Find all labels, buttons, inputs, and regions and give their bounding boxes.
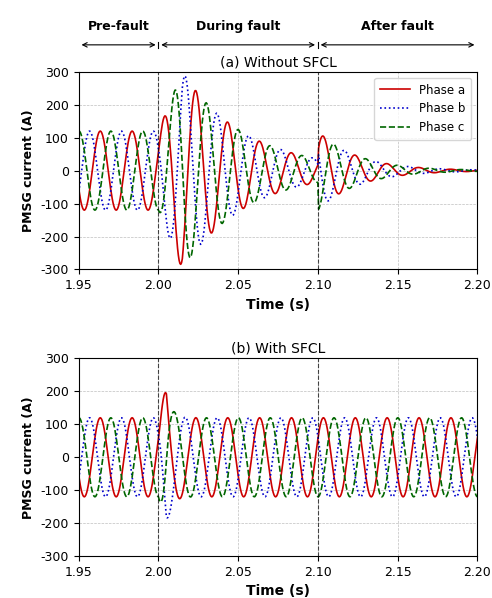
Phase c [226, 462, 232, 469]
Text: During fault: During fault [196, 20, 280, 33]
Phase c [221, 213, 227, 221]
Phase c [335, 425, 340, 432]
Phase b [221, 161, 227, 169]
Phase c [171, 408, 177, 415]
Phase b [335, 162, 340, 169]
Phase b [226, 483, 232, 490]
Phase c [226, 177, 232, 184]
Phase b [475, 438, 481, 445]
Phase b [226, 202, 232, 209]
Phase b [145, 147, 151, 154]
Phase b [284, 159, 290, 166]
Phase a [177, 495, 183, 502]
Phase a [145, 206, 151, 213]
Phase a [375, 169, 381, 176]
Phase b [375, 417, 381, 424]
Phase a [192, 87, 198, 94]
Phase a [221, 422, 227, 429]
Text: Pre-fault: Pre-fault [88, 20, 150, 33]
Line: Phase a: Phase a [79, 393, 478, 499]
Phase c [158, 499, 164, 506]
Phase c [475, 493, 481, 500]
Phase c [76, 414, 82, 422]
Phase b [76, 475, 82, 483]
Phase b [221, 450, 227, 457]
Phase c [284, 186, 290, 193]
Y-axis label: PMSG current (A): PMSG current (A) [22, 396, 35, 518]
Phase b [145, 434, 151, 441]
Text: After fault: After fault [361, 20, 434, 33]
Y-axis label: PMSG current (A): PMSG current (A) [22, 109, 35, 232]
Line: Phase b: Phase b [79, 417, 478, 518]
Phase a [284, 155, 290, 163]
Phase a [284, 431, 290, 438]
Phase c [187, 254, 193, 261]
Phase c [145, 434, 151, 441]
Phase c [375, 174, 381, 181]
Phase a [145, 493, 151, 501]
Title: (a) Without SFCL: (a) Without SFCL [219, 55, 337, 69]
X-axis label: Time (s): Time (s) [246, 298, 310, 312]
Phase b [183, 414, 188, 421]
Phase a [335, 492, 340, 499]
Phase a [475, 167, 481, 174]
Title: (b) With SFCL: (b) With SFCL [231, 342, 325, 356]
Phase a [475, 431, 481, 438]
Phase a [178, 261, 184, 268]
Line: Phase c: Phase c [79, 90, 478, 258]
Phase a [221, 126, 227, 133]
Phase a [76, 472, 82, 479]
Phase a [335, 190, 340, 197]
Phase b [375, 159, 381, 166]
X-axis label: Time (s): Time (s) [246, 584, 310, 598]
Phase c [145, 147, 151, 154]
Phase b [76, 188, 82, 196]
Phase c [475, 167, 481, 175]
Phase a [375, 460, 381, 467]
Phase c [284, 493, 290, 500]
Phase b [475, 167, 481, 174]
Phase b [164, 514, 170, 521]
Phase a [76, 185, 82, 192]
Phase b [182, 72, 187, 80]
Phase c [221, 490, 227, 497]
Phase c [76, 127, 82, 135]
Phase c [335, 150, 340, 157]
Phase a [163, 389, 169, 396]
Line: Phase b: Phase b [79, 76, 478, 245]
Legend: Phase a, Phase b, Phase c: Phase a, Phase b, Phase c [374, 78, 471, 141]
Phase a [226, 416, 232, 423]
Line: Phase a: Phase a [79, 91, 478, 264]
Phase b [284, 438, 290, 445]
Phase c [172, 86, 178, 93]
Phase c [375, 484, 381, 492]
Phase b [198, 241, 204, 248]
Phase a [226, 122, 232, 129]
Phase b [335, 446, 340, 453]
Line: Phase c: Phase c [79, 411, 478, 502]
